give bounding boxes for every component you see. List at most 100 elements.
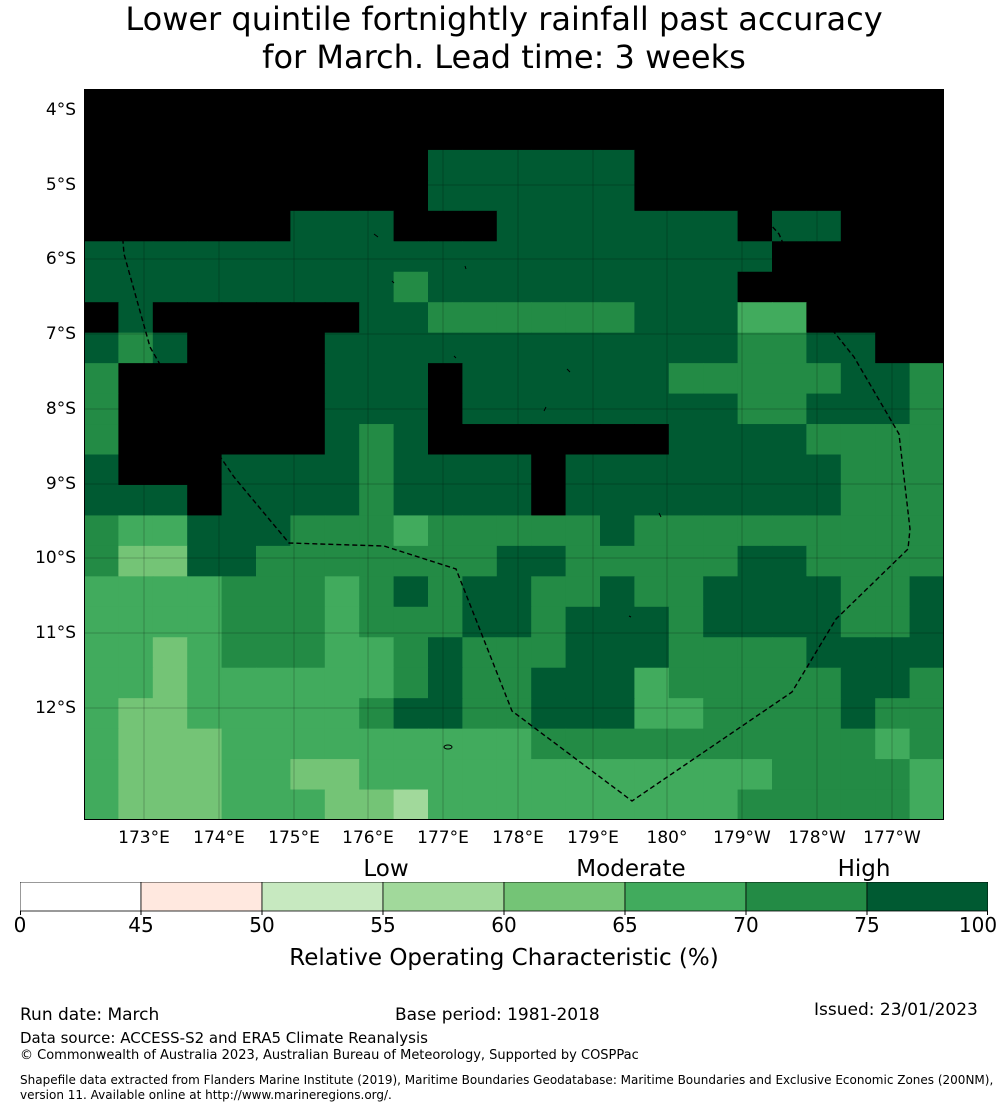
- map-cell: [221, 119, 257, 151]
- map-cell: [668, 424, 704, 456]
- map-cell: [496, 484, 532, 517]
- map-cell: [187, 89, 223, 121]
- map-cell: [393, 606, 429, 638]
- map-cell: [703, 789, 739, 820]
- map-cell: [462, 637, 498, 669]
- map-cell: [737, 271, 773, 303]
- colorbar-swatch: [140, 882, 263, 912]
- map-cell: [496, 698, 532, 730]
- map-cell: [737, 576, 773, 608]
- map-cell: [634, 728, 670, 760]
- map-cell: [668, 484, 704, 517]
- map-cell: [324, 363, 360, 395]
- map-cell: [703, 149, 739, 181]
- map-cell: [737, 667, 773, 699]
- map-cell: [428, 728, 463, 760]
- map-cell: [496, 728, 532, 760]
- map-cell: [840, 759, 876, 791]
- map-cell: [634, 210, 670, 242]
- map-cell: [875, 210, 911, 242]
- map-cell: [152, 637, 188, 669]
- map-cell: [703, 515, 739, 547]
- map-cell: [772, 210, 807, 242]
- map-cell: [290, 149, 326, 181]
- map-cell: [496, 241, 532, 273]
- map-cell: [462, 180, 498, 212]
- map-cell: [118, 149, 154, 181]
- map-cell: [187, 241, 223, 273]
- map-cell: [221, 484, 257, 517]
- map-cell: [565, 545, 601, 577]
- map-cell: [634, 667, 670, 699]
- map-cell: [118, 393, 154, 425]
- map-cell: [290, 606, 326, 638]
- map-cell: [84, 515, 119, 547]
- map-cell: [84, 789, 119, 820]
- map-cell: [772, 363, 807, 395]
- map-cell: [324, 698, 360, 730]
- map-cell: [84, 698, 119, 730]
- map-cell: [737, 393, 773, 425]
- map-cell: [84, 241, 119, 273]
- map-cell: [565, 271, 601, 303]
- map-cell: [428, 424, 463, 456]
- map-cell: [118, 363, 154, 395]
- map-cell: [256, 576, 291, 608]
- map-cell: [875, 119, 911, 151]
- map-cell: [737, 759, 773, 791]
- colorbar-swatch: [624, 882, 747, 912]
- map-cell: [428, 241, 463, 273]
- map-cell: [290, 545, 326, 577]
- map-cell: [806, 484, 842, 517]
- map-cell: [565, 576, 601, 608]
- map-cell: [840, 637, 876, 669]
- map-cell: [118, 424, 154, 456]
- map-cell: [737, 89, 773, 121]
- map-cell: [496, 759, 532, 791]
- map-cell: [806, 424, 842, 456]
- map-cell: [290, 363, 326, 395]
- map-cell: [634, 545, 670, 577]
- colorbar-swatch: [745, 882, 868, 912]
- map-cell: [600, 393, 635, 425]
- map-cell: [634, 606, 670, 638]
- map-cell: [496, 424, 532, 456]
- map-cell: [187, 119, 223, 151]
- map-panel[interactable]: [84, 89, 944, 820]
- map-cell: [531, 484, 567, 517]
- map-cell: [118, 515, 154, 547]
- map-cell: [496, 363, 532, 395]
- map-cell: [909, 89, 944, 121]
- map-cell: [875, 545, 911, 577]
- map-cell: [256, 363, 291, 395]
- map-cell: [634, 698, 670, 730]
- map-cell: [840, 119, 876, 151]
- map-cell: [909, 210, 944, 242]
- map-cell: [565, 454, 601, 486]
- lon-label-174e: 174°E: [193, 828, 245, 848]
- map-cell: [772, 576, 807, 608]
- map-cell: [737, 332, 773, 364]
- map-cell: [840, 302, 876, 334]
- map-cell: [496, 789, 532, 820]
- rainfall-accuracy-map[interactable]: [84, 89, 944, 820]
- map-cell: [84, 484, 119, 517]
- map-cell: [565, 332, 601, 364]
- map-cell: [84, 576, 119, 608]
- map-cell: [496, 576, 532, 608]
- map-cell: [600, 698, 635, 730]
- lon-label-180: 180°: [646, 828, 688, 848]
- map-cell: [909, 515, 944, 547]
- map-cell: [875, 424, 911, 456]
- map-cell: [118, 728, 154, 760]
- map-cell: [152, 271, 188, 303]
- map-cell: [187, 454, 223, 486]
- map-cell: [187, 667, 223, 699]
- map-cell: [565, 637, 601, 669]
- map-cell: [668, 393, 704, 425]
- map-cell: [772, 606, 807, 638]
- map-cell: [565, 424, 601, 456]
- map-cell: [221, 271, 257, 303]
- map-cell: [703, 759, 739, 791]
- map-cell: [565, 302, 601, 334]
